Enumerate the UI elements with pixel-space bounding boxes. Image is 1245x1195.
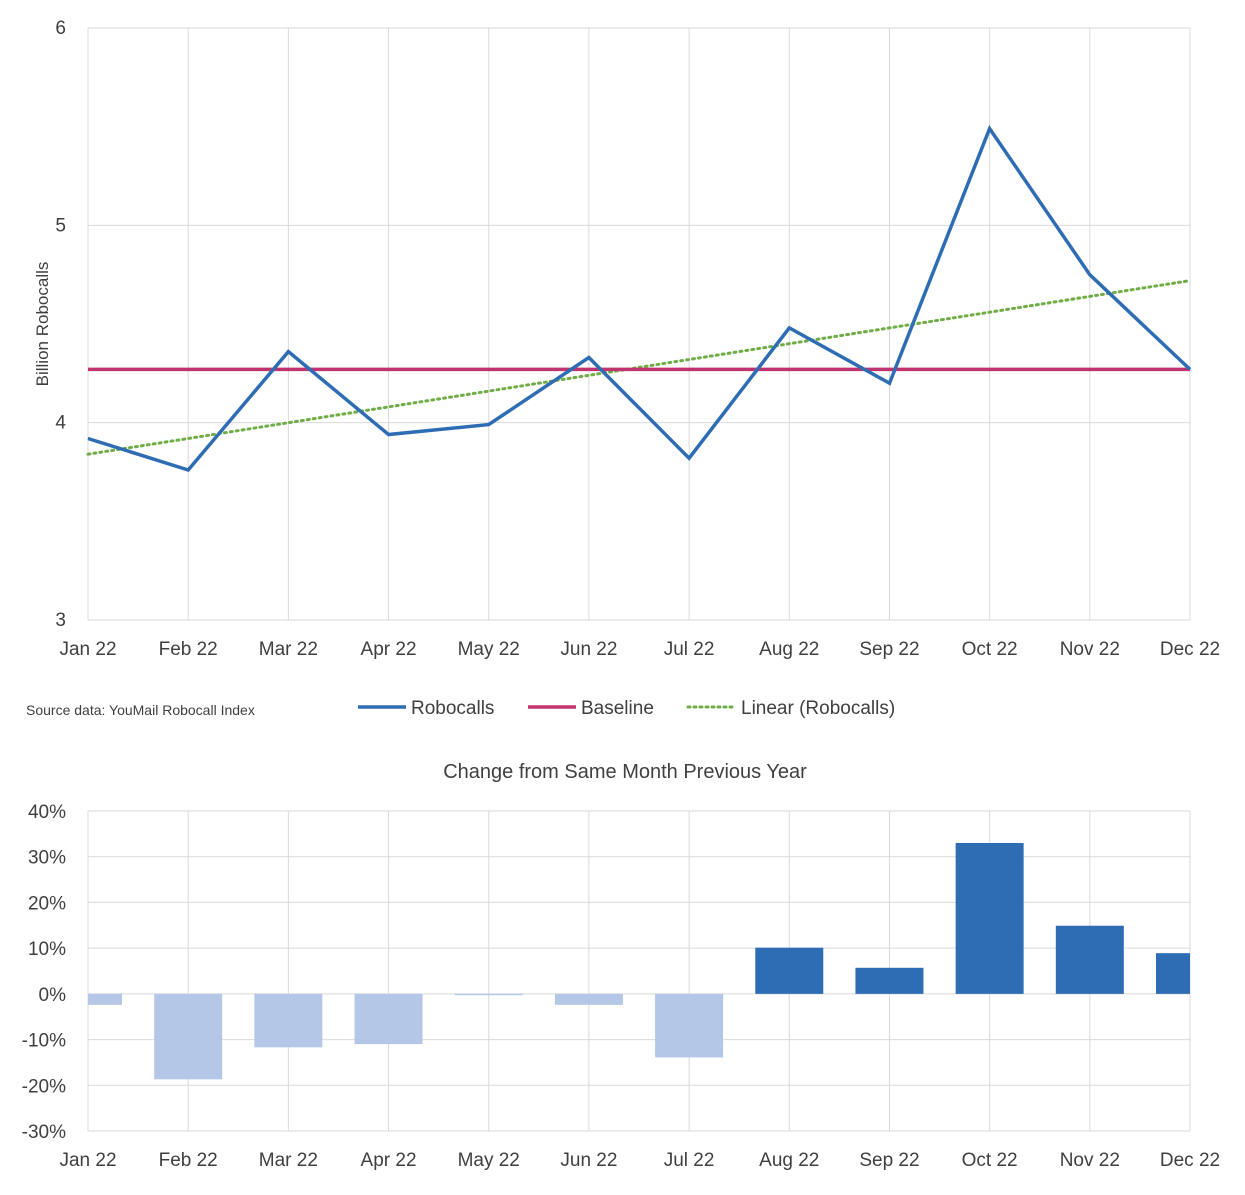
bar-chart-y-tick-label: 30%: [28, 848, 66, 869]
year-over-year-bar-chart: Change from Same Month Previous Year -30%…: [22, 761, 1220, 1171]
bar-dec-22: [1156, 953, 1190, 994]
bar-apr-22: [354, 993, 423, 1045]
bar-nov-22: [1055, 925, 1124, 994]
source-note: Source data: YouMail Robocall Index: [26, 702, 255, 718]
bar-chart-x-tick-label: Aug 22: [759, 1150, 819, 1171]
bar-chart-y-tick-label: -20%: [22, 1076, 66, 1097]
bar-chart-x-tick-label: Dec 22: [1160, 1150, 1220, 1171]
bar-oct-22: [955, 843, 1024, 994]
line-chart-y-tick-label: 4: [55, 413, 66, 434]
line-chart-y-tick-label: 6: [55, 18, 66, 39]
line-chart-x-tick-label: Jul 22: [664, 639, 715, 660]
bar-jan-22: [88, 993, 122, 1005]
legend-item-baseline: Baseline: [528, 698, 654, 719]
bar-chart-y-tick-label: 20%: [28, 893, 66, 914]
bar-chart-y-tick-label: -10%: [22, 1031, 66, 1052]
line-chart-x-tick-label: Apr 22: [361, 639, 417, 660]
bar-feb-22: [154, 993, 223, 1080]
line-chart-x-tick-label: Jun 22: [560, 639, 617, 660]
bar-chart-x-tick-label: Jun 22: [560, 1150, 617, 1171]
line-chart-x-tick-label: Sep 22: [859, 639, 919, 660]
bar-chart-x-tick-label: Apr 22: [361, 1150, 417, 1171]
line-chart-x-tick-label: Jan 22: [59, 639, 116, 660]
bar-chart-x-tick-label: Sep 22: [859, 1150, 919, 1171]
bar-chart-x-tick-label: Feb 22: [159, 1150, 218, 1171]
legend-label: Baseline: [581, 698, 654, 719]
bar-chart-title: Change from Same Month Previous Year: [443, 761, 807, 783]
line-chart-x-tick-label: Mar 22: [259, 639, 318, 660]
bar-chart-y-tick-label: 10%: [28, 939, 66, 960]
line-chart-x-tick-label: Dec 22: [1160, 639, 1220, 660]
bar-chart-y-tick-label: 0%: [39, 985, 67, 1006]
bar-chart-x-tick-label: Jan 22: [59, 1150, 116, 1171]
bar-sep-22: [855, 967, 924, 994]
line-chart-y-axis-title: Billion Robocalls: [33, 262, 52, 387]
line-chart-x-tick-label: May 22: [458, 639, 520, 660]
bar-jun-22: [554, 993, 623, 1005]
series-line-linear-robocalls: [86, 279, 1192, 456]
line-chart-x-tick-label: Oct 22: [962, 639, 1018, 660]
legend-label: Robocalls: [411, 698, 494, 719]
bar-jul-22: [655, 993, 724, 1058]
bar-chart-x-tick-label: Oct 22: [962, 1150, 1018, 1171]
line-chart-y-tick-label: 3: [55, 610, 66, 631]
bar-chart-y-tick-label: -30%: [22, 1122, 66, 1143]
bar-chart-x-tick-label: Mar 22: [259, 1150, 318, 1171]
bar-mar-22: [254, 993, 323, 1048]
bar-aug-22: [755, 947, 824, 994]
bar-chart-y-tick-label: 40%: [28, 802, 66, 823]
bar-may-22: [454, 993, 523, 996]
legend-label: Linear (Robocalls): [741, 698, 895, 719]
series-line-robocalls: [87, 124, 1192, 473]
robocalls-line-chart: 3 4 5 6 Jan 22 Feb 22 Mar 22 Apr 22 May 22 Jun 22…: [33, 18, 1220, 660]
line-chart-legend: Robocalls Baseline Linear (Robocalls): [358, 698, 895, 719]
line-chart-x-tick-label: Aug 22: [759, 639, 819, 660]
bar-chart-x-tick-label: May 22: [458, 1150, 520, 1171]
line-chart-y-tick-label: 5: [55, 215, 66, 236]
legend-item-robocalls: Robocalls: [358, 698, 494, 719]
legend-item-linear-robocalls: Linear (Robocalls): [686, 698, 895, 719]
bar-chart-x-tick-label: Nov 22: [1060, 1150, 1120, 1171]
bar-chart-x-tick-label: Jul 22: [664, 1150, 715, 1171]
line-chart-x-tick-label: Nov 22: [1060, 639, 1120, 660]
line-chart-x-tick-label: Feb 22: [159, 639, 218, 660]
